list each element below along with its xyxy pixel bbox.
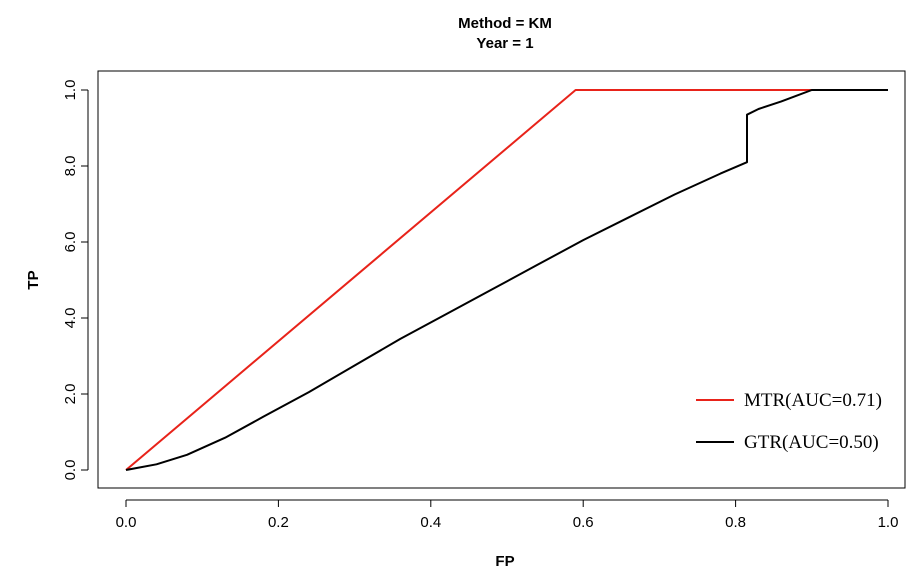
legend-label: MTR(AUC=0.71) xyxy=(744,390,882,411)
x-tick-label: 0.8 xyxy=(725,514,746,531)
y-axis: 0.0 2.0 4.0 6.0 8.0 1.0 xyxy=(62,80,89,481)
plot-frame xyxy=(97,70,906,489)
series-line-1 xyxy=(125,89,888,471)
x-tick-label: 0.2 xyxy=(268,514,289,531)
series-line-0 xyxy=(125,89,888,471)
y-tick-label: 6.0 xyxy=(62,232,79,253)
x-tick-label: 0.0 xyxy=(116,514,137,531)
x-axis-label: FP xyxy=(495,553,514,568)
x-axis: 0.0 0.2 0.4 0.6 0.8 1.0 xyxy=(116,499,899,531)
chart-title-line-2: Year = 1 xyxy=(476,35,533,52)
x-tick-label: 0.4 xyxy=(420,514,441,531)
y-tick-label: 0.0 xyxy=(62,460,79,481)
legend: MTR(AUC=0.71) GTR(AUC=0.50) xyxy=(696,390,882,453)
y-tick-label: 8.0 xyxy=(62,156,79,177)
y-tick-label: 4.0 xyxy=(62,308,79,329)
x-tick-label: 1.0 xyxy=(878,514,899,531)
chart-title-line-1: Method = KM xyxy=(458,15,552,32)
series-lines xyxy=(125,89,888,471)
y-axis-label: TP xyxy=(25,270,42,289)
x-tick-label: 0.6 xyxy=(573,514,594,531)
legend-label: GTR(AUC=0.50) xyxy=(744,432,879,453)
y-tick-label: 1.0 xyxy=(62,80,79,101)
y-tick-label: 2.0 xyxy=(62,384,79,405)
